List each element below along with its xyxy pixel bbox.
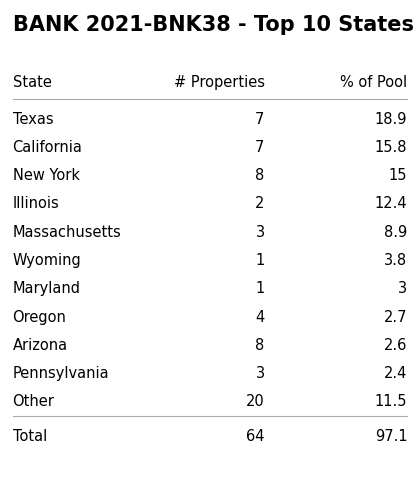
Text: 7: 7 — [255, 140, 265, 155]
Text: 2: 2 — [255, 196, 265, 211]
Text: 4: 4 — [255, 310, 265, 324]
Text: State: State — [13, 75, 52, 91]
Text: 1: 1 — [255, 253, 265, 268]
Text: 3: 3 — [255, 366, 265, 381]
Text: California: California — [13, 140, 82, 155]
Text: % of Pool: % of Pool — [340, 75, 407, 91]
Text: 8: 8 — [255, 168, 265, 183]
Text: 1: 1 — [255, 281, 265, 296]
Text: 3: 3 — [398, 281, 407, 296]
Text: Oregon: Oregon — [13, 310, 66, 324]
Text: 2.6: 2.6 — [384, 338, 407, 353]
Text: Pennsylvania: Pennsylvania — [13, 366, 109, 381]
Text: 64: 64 — [246, 429, 265, 444]
Text: Illinois: Illinois — [13, 196, 59, 211]
Text: BANK 2021-BNK38 - Top 10 States: BANK 2021-BNK38 - Top 10 States — [13, 15, 414, 35]
Text: Arizona: Arizona — [13, 338, 68, 353]
Text: Wyoming: Wyoming — [13, 253, 81, 268]
Text: 3.8: 3.8 — [384, 253, 407, 268]
Text: 8.9: 8.9 — [384, 225, 407, 240]
Text: 2.7: 2.7 — [384, 310, 407, 324]
Text: Massachusetts: Massachusetts — [13, 225, 121, 240]
Text: 7: 7 — [255, 112, 265, 127]
Text: 3: 3 — [255, 225, 265, 240]
Text: 18.9: 18.9 — [375, 112, 407, 127]
Text: Texas: Texas — [13, 112, 53, 127]
Text: 2.4: 2.4 — [384, 366, 407, 381]
Text: Maryland: Maryland — [13, 281, 81, 296]
Text: 15: 15 — [389, 168, 407, 183]
Text: # Properties: # Properties — [173, 75, 265, 91]
Text: 12.4: 12.4 — [375, 196, 407, 211]
Text: New York: New York — [13, 168, 80, 183]
Text: 15.8: 15.8 — [375, 140, 407, 155]
Text: 20: 20 — [246, 394, 265, 410]
Text: Total: Total — [13, 429, 47, 444]
Text: 8: 8 — [255, 338, 265, 353]
Text: 11.5: 11.5 — [375, 394, 407, 410]
Text: Other: Other — [13, 394, 55, 410]
Text: 97.1: 97.1 — [375, 429, 407, 444]
